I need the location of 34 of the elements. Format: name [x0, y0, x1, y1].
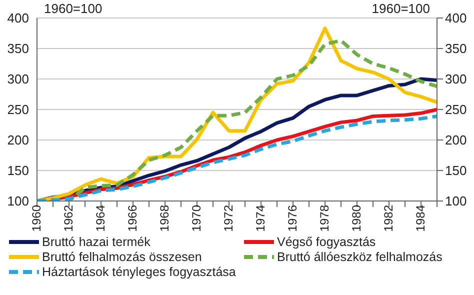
- x-tick-label: 1962: [62, 204, 76, 232]
- x-tick-label: 1976: [286, 204, 300, 232]
- x-tick-label: 1982: [382, 204, 396, 232]
- legend-label: Bruttó felhalmozás összesen: [42, 250, 202, 264]
- legend-label: Bruttó hazai termék: [42, 235, 150, 249]
- y2-tick-label: 200: [445, 132, 467, 148]
- legend-label: Bruttó állóeszköz felhalmozás: [277, 250, 442, 264]
- x-tick-label: 1972: [222, 204, 236, 232]
- y2-tick-label: 150: [445, 163, 467, 178]
- x-tick-label: 1960: [30, 204, 44, 232]
- x-tick-label: 1978: [318, 204, 332, 232]
- y-tick-label: 400: [7, 10, 29, 26]
- y2-tick-label: 400: [445, 10, 467, 26]
- legend-label: Végső fogyasztás: [277, 235, 376, 249]
- y2-tick-label: 350: [445, 41, 467, 56]
- x-tick-label: 1966: [126, 204, 140, 232]
- y-tick-label: 100: [7, 194, 29, 209]
- x-tick-label: 1980: [350, 204, 364, 232]
- x-tick-label: 1964: [94, 204, 108, 232]
- text: 1960=100: [44, 1, 102, 16]
- y2-tick-label: 250: [445, 102, 467, 118]
- y-tick-label: 350: [7, 41, 29, 56]
- y2-tick-label: 100: [445, 194, 467, 209]
- text: 1960=100: [372, 1, 430, 16]
- y-tick-label: 250: [7, 102, 29, 118]
- y-tick-label: 150: [7, 163, 29, 178]
- y2-tick-label: 300: [445, 72, 467, 87]
- y-tick-label: 300: [7, 72, 29, 87]
- x-tick-label: 1970: [190, 204, 204, 232]
- x-tick-label: 1974: [254, 204, 268, 232]
- y-tick-label: 200: [7, 132, 29, 148]
- x-tick-label: 1968: [158, 204, 172, 232]
- legend-label: Háztartások tényleges fogyasztása: [42, 265, 236, 279]
- x-tick-label: 1984: [414, 204, 428, 232]
